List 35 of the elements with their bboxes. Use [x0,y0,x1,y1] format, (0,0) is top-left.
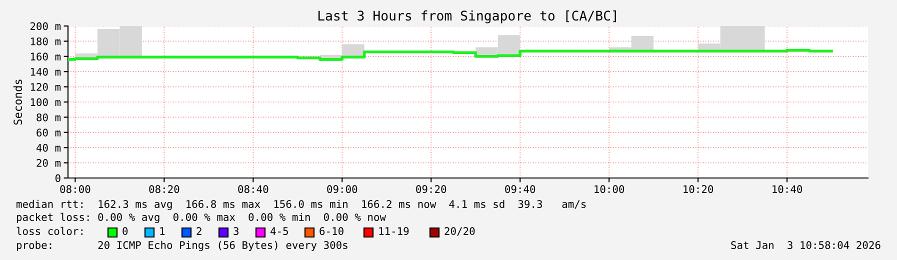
text: 1 [160,227,165,235]
x-tick-label: 08:40 [238,185,268,194]
y-tick-label: 180 m [30,37,61,46]
text: 4-5 [270,227,288,236]
chart-title: Last 3 Hours from Singapore to [CA/BC] [318,10,616,24]
text: Sat Jan 3 10:58:04 2026 [731,241,880,250]
x-tick-label: 09:20 [416,185,446,194]
text: 20/20 [444,227,475,236]
text: probe: 20 ICMP Echo Pings (56 Bytes) every 300s [16,240,348,252]
text: 0 [122,227,128,236]
text: median rtt: 162.3 ms avg 166.8 ms max 156.0 ms min 166.2 ms now 4.1 ms sd 39.3 am/s [16,200,586,210]
y-tick-label: 120 m [30,83,61,91]
y-tick-label: 40 m [36,144,61,152]
y-tick-label: 200 m [30,22,61,30]
y-tick-label: 160 m [30,52,61,61]
x-tick-label: 10:00 [594,185,624,194]
text: loss color: [16,226,82,236]
x-tick-label: 10:40 [772,185,802,194]
text: 11-19 [379,227,409,236]
x-tick-label: 08:00 [60,185,90,194]
x-tick-label: 09:00 [327,185,358,194]
y-tick-label: 0 [55,174,60,182]
y-tick-label: 140 m [30,68,61,76]
y-tick-label: 60 m [36,128,61,137]
x-tick-label: 10:20 [684,185,714,194]
y-tick-label: 20 m [36,159,61,167]
x-tick-label: 08:20 [149,185,180,194]
text: packet loss: 0.00 % avg 0.00 % max 0.00 % min 0.00 % now [16,212,386,224]
y-tick-label: 100 m [30,98,61,106]
text: 2 [196,227,202,235]
x-tick-label: 09:40 [505,185,536,194]
text: 3 [234,227,238,236]
y-axis-title: Seconds [13,80,22,125]
text: 6-10 [320,227,344,236]
y-tick-label: 80 m [36,113,61,122]
